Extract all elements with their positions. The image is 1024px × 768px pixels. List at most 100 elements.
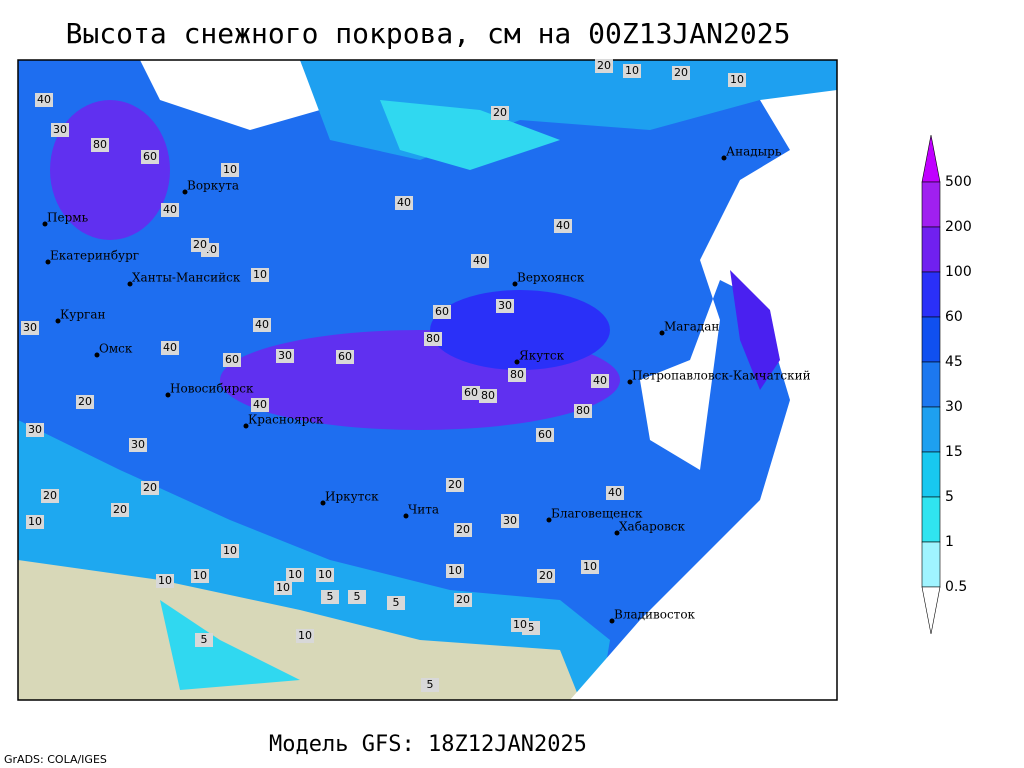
contour-label-box xyxy=(161,341,179,355)
city-dot xyxy=(45,259,51,265)
contour-label: 20 xyxy=(674,66,688,79)
contour-label: 20 xyxy=(43,489,57,502)
contour-label-box xyxy=(433,305,451,319)
city-dot xyxy=(403,513,409,519)
snow-area xyxy=(430,290,610,370)
contour-label: 20 xyxy=(193,238,207,251)
contour-label: 10 xyxy=(28,515,42,528)
contour-label-box xyxy=(41,489,59,503)
city-label: Пермь xyxy=(47,211,89,225)
contour-label: 60 xyxy=(464,386,478,399)
contour-label-box xyxy=(51,123,69,137)
contour-label-box xyxy=(537,569,555,583)
contour-label-box xyxy=(536,428,554,442)
city-dot xyxy=(320,500,326,506)
city-label: Петропавловск-Камчатский xyxy=(632,369,811,383)
contour-label: 60 xyxy=(538,428,552,441)
contour-label: 40 xyxy=(556,219,570,232)
contour-label-box xyxy=(76,395,94,409)
contour-label-box xyxy=(26,515,44,529)
contour-label-box xyxy=(221,163,239,177)
arctic-island xyxy=(380,100,560,170)
contour-label: 30 xyxy=(503,514,517,527)
contour-label: 80 xyxy=(426,332,440,345)
city-label: Владивосток xyxy=(614,608,696,622)
contour-label-box xyxy=(581,560,599,574)
city-dot xyxy=(42,221,48,227)
legend-label: 500 xyxy=(945,174,972,190)
contour-label-box xyxy=(141,481,159,495)
contour-label-box xyxy=(348,590,366,604)
contour-label: 10 xyxy=(298,629,312,642)
contour-label-box xyxy=(471,254,489,268)
contour-label: 30 xyxy=(498,299,512,312)
contour-label: 40 xyxy=(163,341,177,354)
legend-swatch xyxy=(921,496,941,543)
contour-label: 80 xyxy=(576,404,590,417)
city-dot xyxy=(94,352,100,358)
contour-label: 10 xyxy=(223,163,237,176)
contour-label: 20 xyxy=(597,59,611,72)
contour-label-box xyxy=(446,478,464,492)
credit: GrADS: COLA/IGES xyxy=(4,753,107,766)
city-dot xyxy=(182,189,188,195)
city-label: Курган xyxy=(60,308,105,322)
contour-label: 30 xyxy=(23,321,37,334)
contour-label-box xyxy=(595,59,613,73)
contour-label-box xyxy=(316,568,334,582)
city-label: Воркута xyxy=(187,179,239,193)
city-dot xyxy=(609,618,615,624)
legend-label: 200 xyxy=(945,219,972,235)
contour-label: 40 xyxy=(255,318,269,331)
contour-label: 20 xyxy=(456,593,470,606)
contour-label-box xyxy=(496,299,514,313)
city-dot xyxy=(546,517,552,523)
thin-snow-area xyxy=(160,600,300,690)
contour-label-box xyxy=(554,219,572,233)
contour-label: 20 xyxy=(78,395,92,408)
contour-label: 40 xyxy=(397,196,411,209)
contour-label: 30 xyxy=(28,423,42,436)
contour-label: 10 xyxy=(625,64,639,77)
legend-label: 5 xyxy=(945,489,954,505)
legend-label: 100 xyxy=(945,264,972,280)
contour-label-box xyxy=(296,629,314,643)
contour-label: 60 xyxy=(435,305,449,318)
contour-label-box xyxy=(286,568,304,582)
legend-swatch xyxy=(921,541,941,588)
city-label: Омск xyxy=(99,342,133,356)
city-label: Анадырь xyxy=(726,145,782,159)
city-dot xyxy=(127,281,133,287)
contour-label-box xyxy=(454,523,472,537)
city-label: Екатеринбург xyxy=(50,249,139,263)
legend-label: 45 xyxy=(945,354,963,370)
legend-swatch xyxy=(921,406,941,453)
contour-label: 80 xyxy=(510,368,524,381)
city-label: Ханты-Мансийск xyxy=(132,271,241,285)
legend-swatch xyxy=(921,316,941,363)
contour-label: 5 xyxy=(528,621,535,634)
contour-label-box xyxy=(501,514,519,528)
contour-label-box xyxy=(21,321,39,335)
city-label: Магадан xyxy=(664,320,719,334)
legend-label: 30 xyxy=(945,399,963,415)
legend-label: 0.5 xyxy=(945,579,967,595)
contour-label: 5 xyxy=(327,590,334,603)
contour-label-box xyxy=(26,423,44,437)
contour-label: 40 xyxy=(608,486,622,499)
city-label: Верхоянск xyxy=(517,271,585,285)
city-dot xyxy=(165,392,171,398)
contour-label: 20 xyxy=(143,481,157,494)
contour-label-box xyxy=(35,93,53,107)
city-dot xyxy=(627,379,633,385)
contour-label: 40 xyxy=(473,254,487,267)
contour-label: 5 xyxy=(354,590,361,603)
contour-label: 30 xyxy=(131,438,145,451)
city-dot xyxy=(514,359,520,365)
city-label: Якутск xyxy=(519,349,565,363)
contour-label: 10 xyxy=(276,581,290,594)
legend-label: 15 xyxy=(945,444,963,460)
city-dot xyxy=(512,281,518,287)
